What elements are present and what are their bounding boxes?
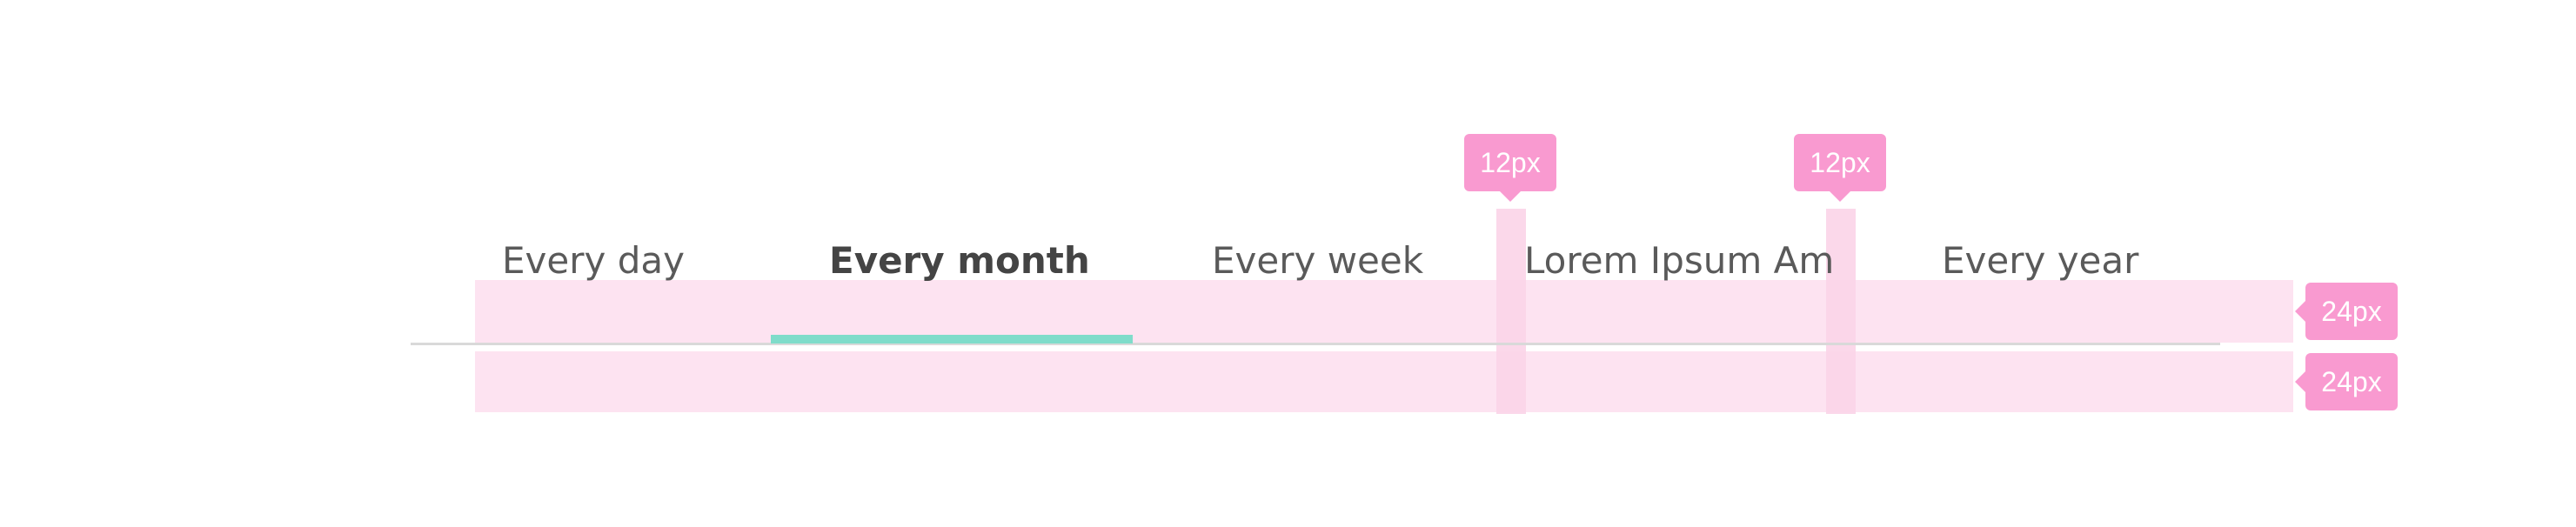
tab-bar-divider (411, 343, 2220, 345)
tab-bottom-padding-overlay (475, 351, 2293, 412)
spec-badge-bottom-padding: 24px (2295, 353, 2398, 410)
spec-badge-tab-gap-2: 12px (1794, 134, 1886, 202)
tab-gap-overlay-2 (1826, 209, 1856, 414)
tab-top-padding-overlay (475, 280, 2293, 343)
tab-every-year[interactable]: Every year (1942, 239, 2139, 282)
active-tab-indicator (771, 335, 1133, 344)
tab-lorem-ipsum-am[interactable]: Lorem Ipsum Am (1524, 239, 1835, 282)
tab-every-week[interactable]: Every week (1212, 239, 1424, 282)
tab-gap-overlay-1 (1496, 209, 1526, 414)
spec-badge-tab-gap-1: 12px (1464, 134, 1556, 202)
spec-badge-top-padding: 24px (2295, 283, 2398, 340)
tab-every-month[interactable]: Every month (829, 239, 1090, 282)
tab-every-day[interactable]: Every day (502, 239, 685, 282)
